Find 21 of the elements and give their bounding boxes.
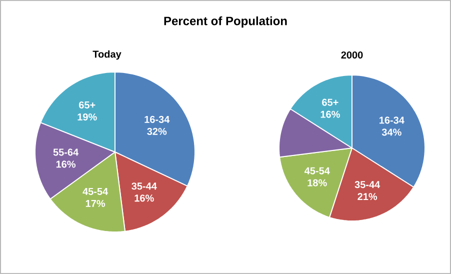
slice-label: 16-34: [144, 116, 170, 123]
slice-label: 45-54: [82, 188, 108, 196]
data-label: 16%: [320, 110, 340, 118]
slice-label: 35-44: [354, 181, 380, 188]
slice-label: 65+: [322, 98, 338, 106]
slice-label: 16-34: [380, 116, 404, 124]
slice-label: 55-64: [53, 148, 79, 156]
slice-label: 35-44: [132, 182, 157, 190]
chart-subtitle: Today: [92, 50, 122, 60]
data-label: 32%: [147, 128, 167, 135]
data-label: 16%: [134, 194, 154, 202]
chart-subtitle: 2000: [341, 51, 363, 59]
data-label: 21%: [358, 193, 378, 200]
data-label: 17%: [86, 200, 106, 207]
data-label: 18%: [308, 179, 327, 186]
data-label: 19%: [78, 113, 97, 121]
data-label: 16%: [56, 160, 76, 168]
data-label: 34%: [382, 128, 402, 136]
slice-label: 45-54: [304, 167, 330, 174]
text: Percent of Population: [164, 16, 287, 28]
slice-label: 65+: [79, 101, 96, 109]
